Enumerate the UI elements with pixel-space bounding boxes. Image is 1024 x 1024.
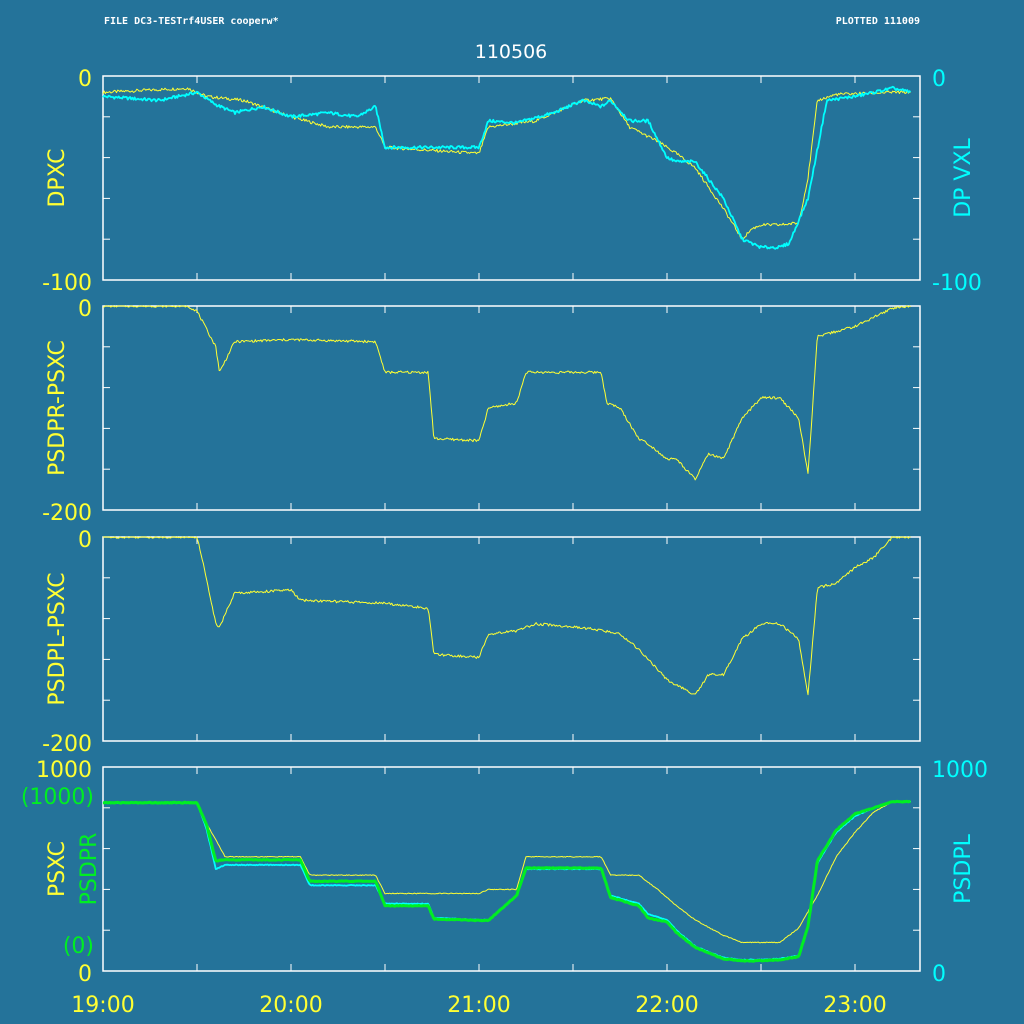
pressure-series-group bbox=[102, 799, 912, 963]
pressure-mid-bottom-tick: (0) bbox=[63, 934, 94, 959]
pressure-panel-ticks bbox=[103, 767, 920, 971]
dp-panel-ticks bbox=[103, 76, 920, 280]
x-tick-label: 23:00 bbox=[823, 993, 886, 1018]
pressure-panel: 1000 0 (1000) (0) PSXC PSDPR 1000 0 PSDP… bbox=[21, 758, 988, 987]
psdpr-panel-ticks bbox=[103, 306, 920, 510]
x-tick-label: 19:00 bbox=[71, 993, 134, 1018]
series-line-cyan bbox=[102, 85, 912, 250]
series-line-yellow bbox=[102, 87, 911, 240]
plotted-label: PLOTTED 111009 bbox=[836, 16, 920, 27]
psdpl-series-group bbox=[103, 536, 911, 696]
psdpl-y-top-tick: 0 bbox=[78, 528, 92, 553]
series-line-green bbox=[102, 799, 911, 963]
dp-y-label: DPXC bbox=[45, 148, 70, 207]
psdpl-panel: 0 -200 PSDPL-PSXC bbox=[42, 528, 921, 757]
file-label: FILE DC3-TESTrf4USER cooperw* bbox=[104, 16, 279, 27]
dp-panel: 0 -100 DPXC 0 -100 DP VXL bbox=[42, 67, 982, 296]
pressure-y-top-tick: 1000 bbox=[36, 758, 92, 783]
psdpr-y-label: PSDPR-PSXC bbox=[45, 340, 70, 476]
pressure-y-label-psxc: PSXC bbox=[45, 841, 70, 897]
series-line-yellow bbox=[103, 305, 911, 481]
dp-y-top-tick: 0 bbox=[78, 67, 92, 92]
x-tick-label: 20:00 bbox=[259, 993, 322, 1018]
psdpr-panel-frame bbox=[102, 305, 921, 511]
dp-y2-label: DP VXL bbox=[951, 137, 976, 217]
x-tick-label: 22:00 bbox=[635, 993, 698, 1018]
pressure-mid-top-tick: (1000) bbox=[21, 785, 94, 810]
date-title: 110506 bbox=[475, 41, 548, 63]
psdpl-y-bottom-tick: -200 bbox=[42, 732, 92, 757]
series-line-yellow bbox=[103, 536, 911, 696]
psdpl-y-label: PSDPL-PSXC bbox=[45, 572, 70, 705]
psdpr-series-group bbox=[103, 305, 911, 481]
x-tick-label: 21:00 bbox=[447, 993, 510, 1018]
dp-panel-frame bbox=[102, 75, 921, 281]
pressure-y2-top-tick: 1000 bbox=[932, 758, 988, 783]
dp-series-group bbox=[102, 85, 912, 250]
pressure-y2-label: PSDPL bbox=[951, 833, 976, 903]
dp-y2-top-tick: 0 bbox=[932, 67, 946, 92]
dp-y2-bottom-tick: -100 bbox=[932, 271, 982, 296]
series-line-yellow bbox=[103, 800, 911, 944]
psdpl-panel-frame bbox=[102, 536, 921, 742]
psdpr-y-top-tick: 0 bbox=[78, 297, 92, 322]
psdpr-y-bottom-tick: -200 bbox=[42, 501, 92, 526]
pressure-panel-frame bbox=[102, 766, 921, 972]
psdpr-panel: 0 -200 PSDPR-PSXC bbox=[42, 297, 921, 526]
pressure-y-label-psdpr: PSDPR bbox=[77, 833, 102, 906]
dp-y-bottom-tick: -100 bbox=[42, 271, 92, 296]
pressure-y-bottom-tick: 0 bbox=[78, 962, 92, 987]
pressure-y2-bottom-tick: 0 bbox=[932, 962, 946, 987]
psdpl-panel-ticks bbox=[103, 537, 920, 741]
